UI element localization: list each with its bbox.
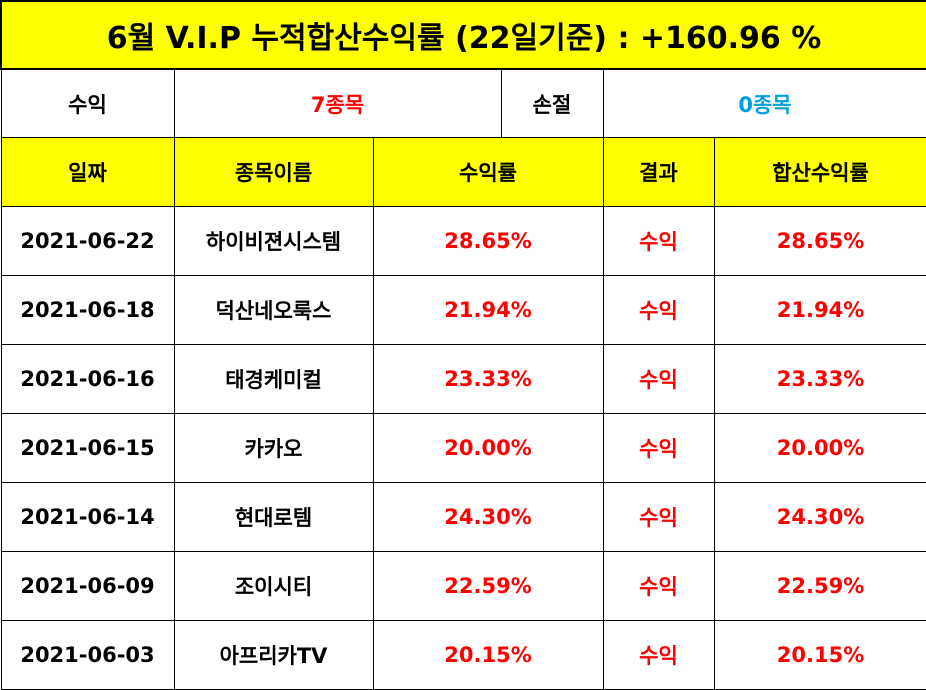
profit-label: 수익 <box>0 68 175 138</box>
row-cumulative: 21.94% <box>713 275 926 345</box>
row-stock-name: 카카오 <box>173 413 374 483</box>
table-row: 2021-06-14 현대로템 24.30% 수익 24.30% <box>0 482 926 552</box>
loss-count: 0종목 <box>602 68 926 138</box>
row-stock-name: 아프리카TV <box>173 620 374 690</box>
table-row: 2021-06-15 카카오 20.00% 수익 20.00% <box>0 413 926 483</box>
row-result: 수익 <box>602 275 715 345</box>
row-cumulative: 22.59% <box>713 551 926 621</box>
summary-row: 수익 7종목 손절 0종목 <box>0 68 926 138</box>
row-return: 24.30% <box>372 482 604 552</box>
table-row: 2021-06-16 태경케미컬 23.33% 수익 23.33% <box>0 344 926 414</box>
table-row: 2021-06-22 하이비젼시스템 28.65% 수익 28.65% <box>0 206 926 276</box>
column-header-row: 일짜 종목이름 수익률 결과 합산수익률 <box>0 137 926 207</box>
table-row: 2021-06-03 아프리카TV 20.15% 수익 20.15% <box>0 620 926 690</box>
row-cumulative: 20.00% <box>713 413 926 483</box>
column-header-name: 종목이름 <box>173 137 374 207</box>
column-header-return: 수익률 <box>372 137 604 207</box>
row-stock-name: 하이비젼시스템 <box>173 206 374 276</box>
row-result: 수익 <box>602 620 715 690</box>
row-stock-name: 태경케미컬 <box>173 344 374 414</box>
row-return: 21.94% <box>372 275 604 345</box>
row-cumulative: 23.33% <box>713 344 926 414</box>
column-header-cumulative: 합산수익률 <box>713 137 926 207</box>
row-return: 20.15% <box>372 620 604 690</box>
row-date: 2021-06-09 <box>0 551 175 621</box>
row-result: 수익 <box>602 206 715 276</box>
row-stock-name: 덕산네오룩스 <box>173 275 374 345</box>
row-date: 2021-06-18 <box>0 275 175 345</box>
row-result: 수익 <box>602 413 715 483</box>
row-stock-name: 조이시티 <box>173 551 374 621</box>
row-cumulative: 20.15% <box>713 620 926 690</box>
row-date: 2021-06-16 <box>0 344 175 414</box>
row-stock-name: 현대로템 <box>173 482 374 552</box>
row-date: 2021-06-03 <box>0 620 175 690</box>
row-return: 22.59% <box>372 551 604 621</box>
loss-label: 손절 <box>500 68 604 138</box>
row-date: 2021-06-15 <box>0 413 175 483</box>
row-return: 23.33% <box>372 344 604 414</box>
row-cumulative: 24.30% <box>713 482 926 552</box>
row-date: 2021-06-14 <box>0 482 175 552</box>
row-return: 20.00% <box>372 413 604 483</box>
profit-count: 7종목 <box>173 68 502 138</box>
row-result: 수익 <box>602 482 715 552</box>
column-header-result: 결과 <box>602 137 715 207</box>
row-result: 수익 <box>602 344 715 414</box>
row-return: 28.65% <box>372 206 604 276</box>
title-row: 6월 V.I.P 누적합산수익률 (22일기준) : +160.96 % <box>0 0 926 70</box>
page-title: 6월 V.I.P 누적합산수익률 (22일기준) : +160.96 % <box>0 0 926 70</box>
row-cumulative: 28.65% <box>713 206 926 276</box>
table-row: 2021-06-09 조이시티 22.59% 수익 22.59% <box>0 551 926 621</box>
column-header-date: 일짜 <box>0 137 175 207</box>
row-result: 수익 <box>602 551 715 621</box>
table-row: 2021-06-18 덕산네오룩스 21.94% 수익 21.94% <box>0 275 926 345</box>
row-date: 2021-06-22 <box>0 206 175 276</box>
